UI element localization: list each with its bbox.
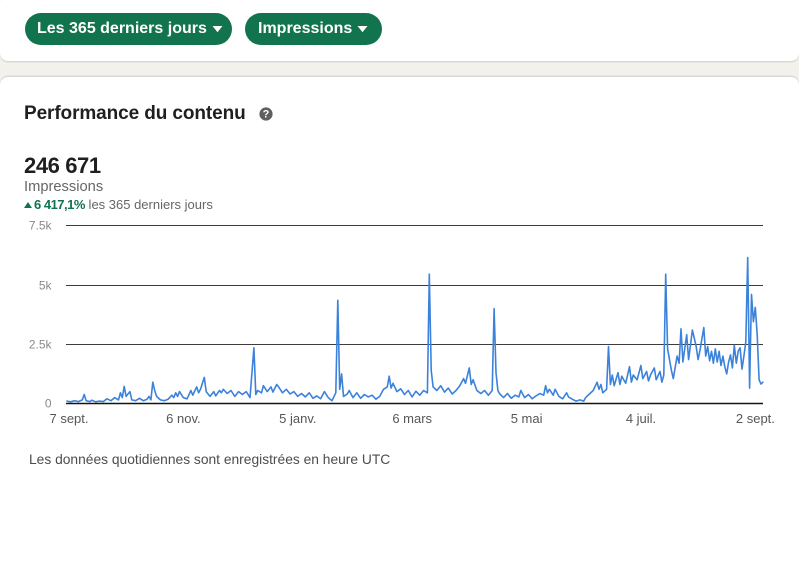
svg-text:2.5k: 2.5k [29,338,53,352]
svg-text:5 mai: 5 mai [511,411,543,426]
svg-text:0: 0 [45,397,52,411]
svg-text:6 nov.: 6 nov. [166,411,200,426]
svg-text:2 sept.: 2 sept. [736,411,775,426]
svg-text:5 janv.: 5 janv. [279,411,316,426]
svg-text:?: ? [263,109,270,121]
svg-text:7.5k: 7.5k [29,219,53,233]
svg-text:6 mars: 6 mars [392,411,432,426]
svg-text:5k: 5k [39,279,53,293]
svg-text:7 sept.: 7 sept. [49,411,88,426]
svg-text:4 juil.: 4 juil. [626,411,656,426]
